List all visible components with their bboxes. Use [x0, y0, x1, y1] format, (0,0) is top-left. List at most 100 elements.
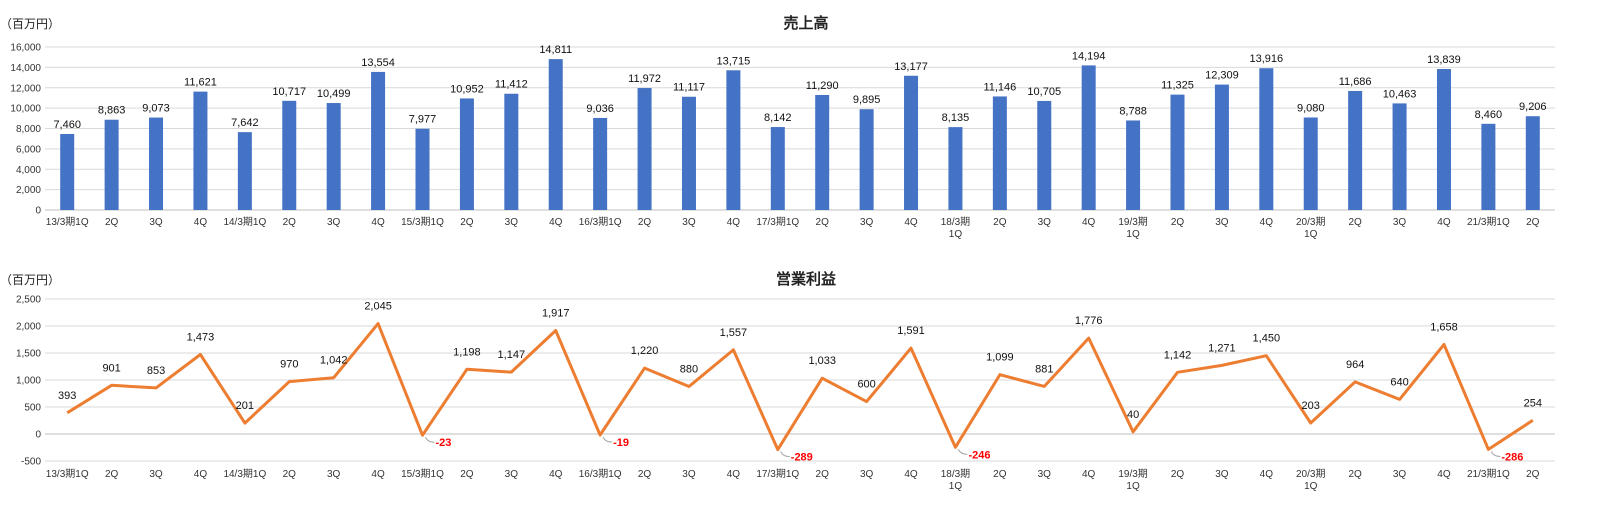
- profit-data-label: -286: [1501, 451, 1523, 463]
- profit-data-label: 1,557: [720, 327, 748, 339]
- profit-data-label: 1,917: [542, 307, 570, 319]
- x-tick-label: 2Q: [993, 469, 1007, 480]
- sales-bar: [1170, 94, 1185, 210]
- x-tick-label: 1Q: [1304, 481, 1318, 492]
- profit-data-label: 1,473: [187, 331, 215, 343]
- x-tick-label: 4Q: [371, 217, 385, 228]
- sales-bar: [1481, 123, 1496, 210]
- sales-data-label: 11,117: [673, 82, 705, 94]
- y-tick-label: 1,000: [16, 376, 41, 387]
- sales-bar: [770, 127, 785, 210]
- sales-data-label: 13,177: [894, 61, 928, 73]
- y-tick-label: 2,000: [16, 322, 41, 333]
- sales-data-label: 12,309: [1205, 70, 1239, 82]
- x-tick-label: 2Q: [460, 469, 474, 480]
- x-tick-label: 4Q: [727, 217, 741, 228]
- profit-data-label: 1,450: [1253, 333, 1281, 345]
- label-leader-line: [602, 436, 613, 443]
- x-tick-label: 13/3期1Q: [46, 468, 89, 480]
- sales-bar: [726, 70, 741, 210]
- x-tick-label: 15/3期1Q: [401, 468, 444, 480]
- sales-data-label: 13,916: [1249, 53, 1283, 65]
- y-tick-label: 6,000: [16, 144, 41, 155]
- x-tick-label: 13/3期1Q: [46, 216, 89, 228]
- operating-profit-line: [66, 322, 1534, 452]
- label-leader-line: [780, 451, 790, 458]
- profit-data-label: -23: [436, 437, 452, 449]
- sales-bar: [149, 117, 164, 210]
- x-tick-label: 1Q: [1126, 229, 1140, 240]
- sales-bar: [415, 128, 430, 210]
- y-tick-label: 1,500: [16, 349, 41, 360]
- sales-bar: [282, 100, 297, 210]
- bar-chart-title: 売上高: [783, 14, 828, 32]
- y-tick-label: 500: [24, 403, 41, 414]
- x-tick-label: 2Q: [1526, 469, 1540, 480]
- x-tick-label: 14/3期1Q: [223, 468, 266, 480]
- sales-bar: [1392, 103, 1407, 210]
- sales-data-label: 8,863: [98, 105, 126, 117]
- sales-bar: [60, 134, 75, 210]
- sales-bar: [1348, 90, 1363, 210]
- profit-data-label: 640: [1390, 376, 1408, 388]
- profit-data-label: 1,776: [1075, 315, 1103, 327]
- sales-bar: [1436, 69, 1451, 210]
- sales-data-label: 10,952: [450, 83, 484, 95]
- x-tick-label: 4Q: [194, 469, 208, 480]
- sales-bar: [681, 96, 696, 210]
- x-tick-label: 15/3期1Q: [401, 216, 444, 228]
- sales-data-label: 14,194: [1072, 50, 1106, 62]
- sales-bar: [1037, 100, 1052, 210]
- operating-profit-line-chart: 営業利益 （百万円） -50005001,0001,5002,0002,500 …: [0, 270, 1555, 492]
- sales-bar: [1214, 84, 1229, 210]
- profit-data-label: 40: [1127, 409, 1139, 421]
- sales-data-label: 10,499: [317, 88, 351, 100]
- profit-data-label: 901: [102, 362, 120, 374]
- profit-data-label: 1,147: [498, 349, 526, 361]
- x-tick-label: 4Q: [1437, 469, 1451, 480]
- x-tick-label: 3Q: [327, 217, 341, 228]
- sales-data-label: 8,135: [942, 112, 970, 124]
- x-tick-label: 16/3期1Q: [579, 468, 622, 480]
- sales-data-label: 9,895: [853, 94, 881, 106]
- label-leader-line: [425, 437, 435, 443]
- profit-data-label: 1,142: [1164, 349, 1192, 361]
- x-tick-label: 1Q: [1304, 229, 1318, 240]
- sales-bar: [104, 119, 119, 210]
- sales-data-label: 8,788: [1119, 105, 1147, 117]
- sales-data-label: 11,621: [184, 77, 217, 89]
- profit-data-label: 2,045: [364, 301, 392, 313]
- x-tick-label: 2Q: [1348, 217, 1362, 228]
- sales-bar: [1081, 65, 1096, 211]
- x-tick-label: 19/3期: [1118, 468, 1147, 480]
- line-chart-unit-label: （百万円）: [0, 273, 60, 287]
- x-tick-label: 2Q: [283, 469, 297, 480]
- x-tick-label: 3Q: [1038, 217, 1052, 228]
- x-tick-label: 21/3期1Q: [1467, 468, 1510, 480]
- sales-bar: [904, 75, 919, 211]
- x-tick-label: 4Q: [1082, 217, 1096, 228]
- y-tick-label: 12,000: [10, 83, 41, 94]
- profit-data-label: 1,198: [453, 346, 481, 358]
- profit-data-label: 1,271: [1208, 342, 1236, 354]
- profit-data-label: 880: [680, 363, 698, 375]
- x-tick-label: 4Q: [549, 217, 563, 228]
- x-tick-label: 2Q: [816, 217, 830, 228]
- label-leader-line: [957, 449, 968, 455]
- x-tick-label: 2Q: [283, 217, 297, 228]
- bar-chart-unit-label: （百万円）: [0, 17, 60, 31]
- x-tick-label: 16/3期1Q: [579, 216, 622, 228]
- sales-data-label: 10,705: [1027, 86, 1061, 98]
- sales-bar: [459, 98, 474, 210]
- x-tick-label: 3Q: [1215, 217, 1229, 228]
- profit-data-label: 1,099: [986, 352, 1014, 364]
- sales-data-label: 10,463: [1383, 88, 1417, 100]
- label-leader-line: [1490, 451, 1501, 457]
- x-tick-label: 3Q: [327, 469, 341, 480]
- x-tick-label: 2Q: [1348, 469, 1362, 480]
- x-tick-label: 3Q: [505, 469, 519, 480]
- sales-bar: [1303, 117, 1318, 210]
- x-tick-label: 1Q: [1126, 481, 1140, 492]
- y-tick-label: 2,000: [16, 185, 41, 196]
- profit-data-label: 853: [147, 365, 165, 377]
